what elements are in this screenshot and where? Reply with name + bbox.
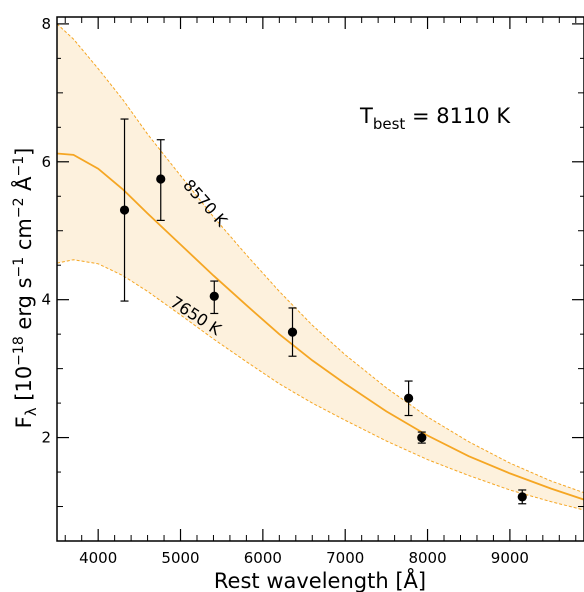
y-axis-label-units-4: cm <box>12 218 36 257</box>
data-point <box>209 291 219 301</box>
data-point <box>287 327 298 337</box>
data-point <box>517 492 527 502</box>
model-curves-layer <box>56 23 584 511</box>
data-point <box>417 432 427 443</box>
y-axis-label-units-6: Å <box>10 176 36 198</box>
x-tick-label: 9000 <box>491 549 529 567</box>
model-curve-best <box>56 152 584 501</box>
y-axis-label-units-0: [10 <box>12 366 36 408</box>
plot-frame <box>56 16 584 542</box>
annotation-tbest-subscript: best <box>373 115 406 133</box>
y-axis-label: Fλ [10−18 erg s−1 cm−2 Å−1] <box>10 148 40 429</box>
y-axis-label-units-8: ] <box>12 148 36 156</box>
y-axis-label-units-7: −1 <box>11 156 27 177</box>
annotation-tbest-prefix: T <box>359 104 373 128</box>
y-tick-label: 4 <box>41 291 51 309</box>
x-tick-label: 8000 <box>408 549 446 567</box>
x-tick-label: 6000 <box>244 549 282 567</box>
annotation-tbest: Tbest = 8110 K <box>359 104 511 133</box>
data-point <box>156 174 166 184</box>
model-band-fill <box>57 23 584 511</box>
data-point <box>119 205 130 215</box>
model-curve-upper <box>56 23 584 494</box>
annotation-tbest-value: = 8110 K <box>405 104 511 128</box>
y-axis-label-main: F <box>12 416 36 428</box>
y-axis-label-sub: λ <box>22 407 40 416</box>
model-band-layer <box>57 23 584 511</box>
x-tick-label: 7000 <box>326 549 364 567</box>
x-tick-label: 5000 <box>161 549 199 567</box>
y-tick-label: 2 <box>41 429 51 447</box>
x-axis-label: Rest wavelength [Å] <box>214 567 426 592</box>
y-tick-label: 6 <box>41 153 51 171</box>
y-tick-label: 8 <box>41 15 51 33</box>
y-axis-label-units-1: −18 <box>11 336 27 366</box>
y-axis-label-units-3: −1 <box>11 257 27 278</box>
y-axis-label-units-5: −2 <box>11 197 27 218</box>
ticks-layer <box>57 17 584 541</box>
x-tick-label: 4000 <box>79 549 117 567</box>
data-points-layer <box>119 118 527 505</box>
model-curve-lower <box>56 259 584 511</box>
y-axis-label-units-2: erg s <box>12 277 36 336</box>
data-point <box>404 393 414 403</box>
